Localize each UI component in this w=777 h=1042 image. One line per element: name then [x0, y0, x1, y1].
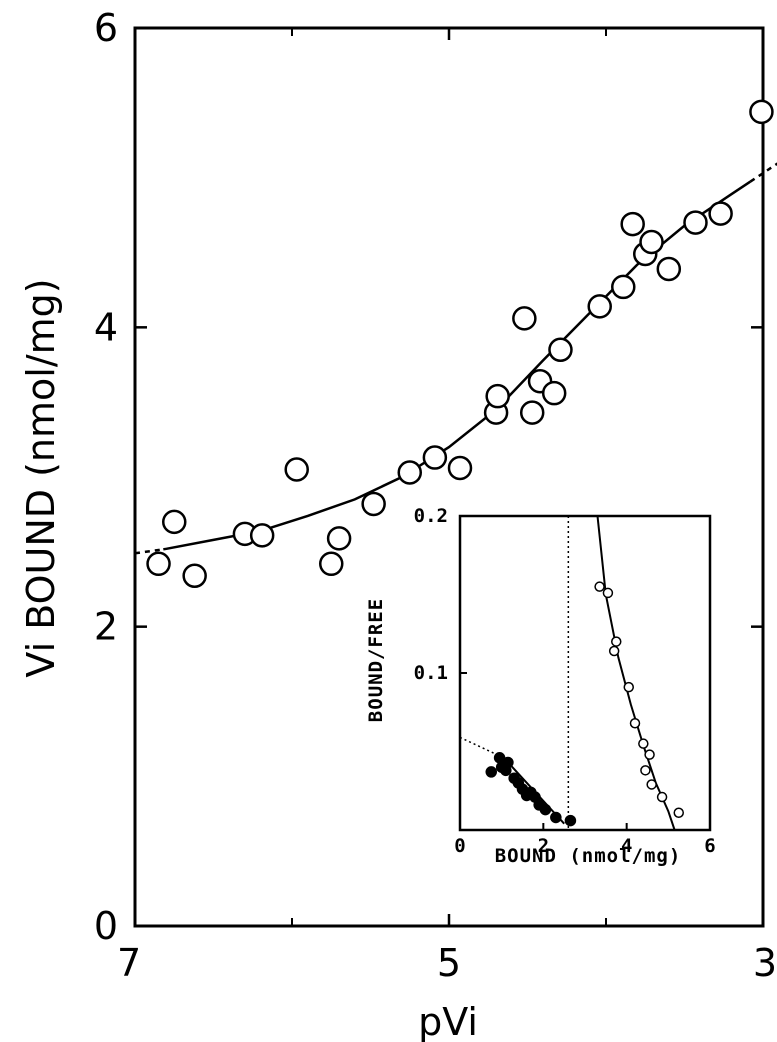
inset-filled-point	[502, 756, 514, 769]
main-data-point	[182, 563, 207, 589]
main-data-point	[162, 509, 187, 535]
inset-open-point	[644, 749, 655, 760]
main-data-point	[541, 380, 567, 406]
main-data-point	[611, 274, 636, 300]
inset-open-point	[602, 587, 614, 599]
inset-open-point	[629, 717, 641, 729]
inset-plot-frame	[458, 514, 712, 832]
main-data-point	[683, 210, 708, 235]
inset-open-point	[608, 645, 620, 657]
main-fit-curve-dashed-right	[749, 162, 777, 183]
main-data-point	[397, 460, 422, 485]
main-data-point	[620, 211, 645, 237]
main-data-points	[146, 99, 774, 589]
main-x-tick-label: 5	[437, 941, 461, 985]
inset-filled-point	[539, 803, 552, 816]
main-data-point	[708, 201, 733, 226]
inset-open-point	[611, 636, 622, 647]
main-data-point	[326, 526, 352, 551]
inset-x-tick-label: 4	[621, 835, 632, 857]
main-data-point	[512, 306, 537, 331]
main-data-point	[639, 229, 664, 255]
main-y-tick-label: 2	[94, 605, 118, 649]
main-y-axis-label: Vi BOUND (nmol/mg)	[19, 278, 63, 677]
main-y-tick-label: 6	[94, 6, 118, 50]
inset-axis-ticks	[459, 515, 711, 830]
main-x-tick-label: 3	[753, 941, 777, 985]
inset-open-point	[640, 765, 651, 776]
main-data-point	[749, 99, 774, 125]
main-fit-curve-dashed-left	[134, 548, 164, 555]
inset-open-point	[673, 807, 684, 818]
main-data-point	[361, 491, 386, 517]
main-data-point	[249, 523, 275, 548]
inset-tick-labels: 0 2 4 6 0.1 0.2	[414, 505, 716, 857]
main-x-axis-label: pVi	[418, 1000, 478, 1042]
inset-data-points	[485, 581, 684, 827]
inset-open-point	[656, 791, 668, 803]
main-data-point	[422, 445, 448, 470]
inset-open-point	[623, 681, 634, 693]
main-data-point	[485, 383, 510, 409]
main-data-point	[548, 337, 573, 363]
main-data-point	[319, 551, 344, 577]
inset-x-axis-label: BOUND (nmol/mg)	[495, 845, 682, 867]
inset-open-point	[594, 581, 605, 592]
inset-open-point	[646, 779, 657, 790]
main-data-point	[519, 400, 545, 425]
main-x-tick-label: 7	[117, 941, 141, 985]
inset-x-tick-label: 0	[454, 835, 465, 857]
main-axis-ticks	[133, 26, 765, 928]
inset-x-tick-label: 6	[704, 835, 715, 857]
inset-y-axis-label: BOUND/FREE	[365, 598, 387, 722]
inset-filled-point	[485, 766, 497, 778]
inset-y-tick-label: 0.1	[414, 662, 448, 684]
main-y-tick-label: 4	[94, 305, 118, 349]
main-data-point	[656, 256, 682, 282]
inset-x-tick-label: 2	[538, 835, 549, 857]
main-data-point	[146, 551, 171, 577]
inset-scatchard-plot: 0 2 4 6 0.1 0.2 BOUND (nmol/mg) BOUND/FREE	[365, 505, 716, 867]
main-fit-curve	[163, 180, 752, 551]
main-data-point	[447, 455, 473, 481]
main-data-point	[284, 457, 309, 482]
inset-open-point	[638, 738, 649, 749]
main-tick-labels: 7 5 3 0 2 4 6	[94, 6, 777, 985]
inset-filled-point	[550, 811, 562, 824]
inset-filled-point	[564, 814, 577, 827]
main-y-tick-label: 0	[94, 904, 118, 948]
inset-y-tick-label: 0.2	[414, 505, 448, 527]
main-data-point	[587, 294, 612, 319]
